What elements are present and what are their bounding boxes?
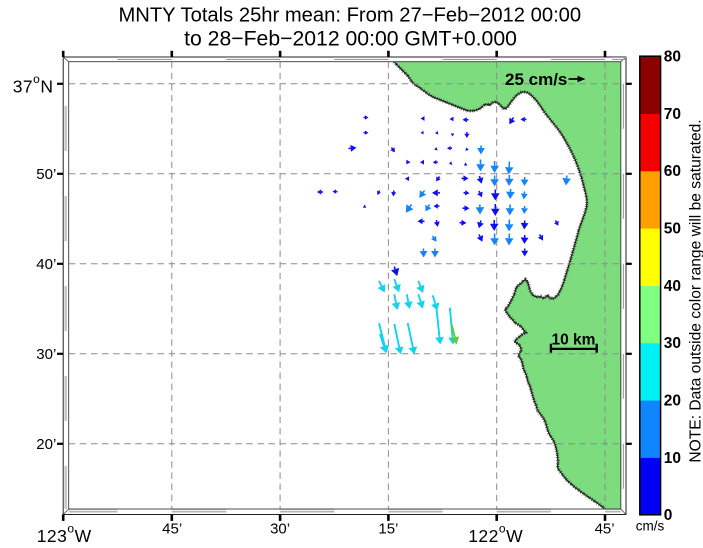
svg-text:to 28−Feb−2012 00:00 GMT+0.000: to 28−Feb−2012 00:00 GMT+0.000	[184, 28, 517, 51]
svg-text:20’: 20’	[36, 436, 56, 453]
svg-text:123oW: 123oW	[37, 522, 92, 547]
svg-text:60: 60	[664, 163, 681, 180]
svg-text:30: 30	[664, 335, 681, 352]
svg-text:0: 0	[664, 507, 673, 524]
svg-text:25 cm/s: 25 cm/s	[505, 70, 567, 89]
svg-text:40: 40	[664, 278, 681, 295]
svg-text:45’: 45’	[162, 520, 182, 537]
svg-text:50’: 50’	[36, 166, 56, 183]
svg-text:15’: 15’	[378, 520, 398, 537]
svg-text:10: 10	[664, 450, 681, 467]
svg-text:122oW: 122oW	[468, 522, 523, 547]
svg-text:80: 80	[664, 49, 681, 66]
svg-text:40’: 40’	[36, 256, 56, 273]
svg-text:30’: 30’	[270, 520, 290, 537]
svg-text:50: 50	[664, 221, 681, 238]
svg-text:70: 70	[664, 106, 681, 123]
svg-text:37oN: 37oN	[13, 72, 54, 97]
svg-text:20: 20	[664, 393, 681, 410]
svg-text:45’: 45’	[595, 520, 615, 537]
svg-text:cm/s: cm/s	[636, 519, 665, 534]
svg-text:NOTE: Data outside color range: NOTE: Data outside color range will be s…	[688, 119, 703, 462]
svg-text:10 km: 10 km	[552, 331, 596, 348]
svg-text:30’: 30’	[36, 346, 56, 363]
svg-text:MNTY Totals 25hr mean: From 27: MNTY Totals 25hr mean: From 27−Feb−2012 …	[118, 5, 581, 27]
